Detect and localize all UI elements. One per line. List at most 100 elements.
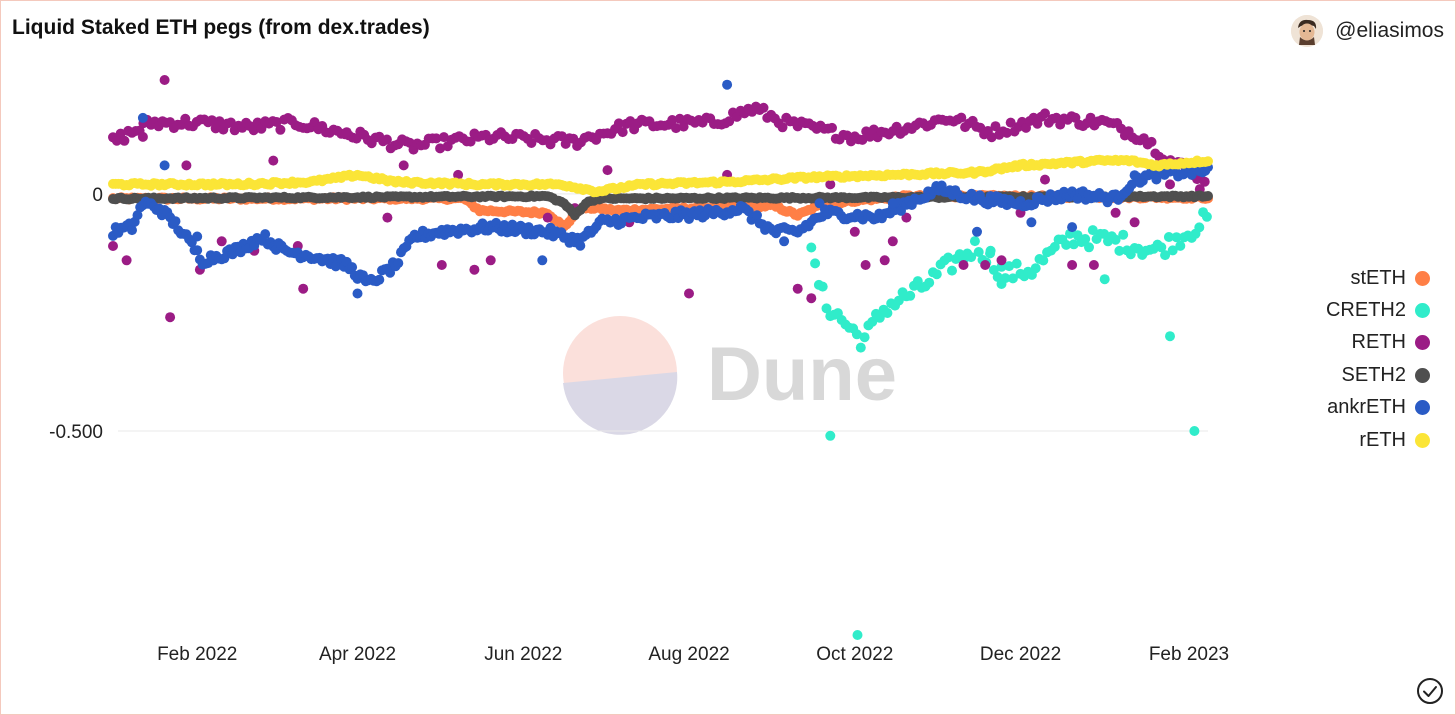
data-point — [465, 136, 476, 147]
data-point — [868, 124, 879, 135]
data-point — [1084, 242, 1094, 253]
data-point — [542, 212, 553, 223]
data-point — [1118, 229, 1129, 240]
data-point — [996, 279, 1007, 289]
data-point — [893, 295, 904, 306]
data-point — [1189, 426, 1200, 436]
data-point — [1030, 263, 1041, 274]
data-point — [1080, 234, 1091, 244]
data-point — [159, 75, 170, 85]
data-point — [435, 143, 446, 154]
data-point — [901, 212, 912, 223]
legend-label: ankrETH — [1327, 396, 1406, 419]
data-point — [352, 288, 363, 299]
series-reth — [108, 154, 1213, 198]
x-tick-label: Dec 2022 — [980, 644, 1061, 665]
data-point — [825, 179, 836, 190]
axis-ticks: 0 -0.500 Feb 2022 Apr 2022 Jun 2022 Aug 2022 O… — [49, 185, 1229, 665]
x-tick-label: Jun 2022 — [484, 644, 562, 665]
data-point — [825, 430, 836, 441]
watermark-text: Dune — [707, 332, 897, 417]
data-point — [165, 312, 176, 323]
author-link[interactable]: @eliasimos — [1291, 14, 1444, 48]
data-point — [1085, 112, 1096, 123]
data-point — [1001, 127, 1012, 138]
legend-swatch — [1415, 400, 1430, 416]
data-point — [879, 255, 890, 266]
data-point — [1201, 211, 1212, 222]
data-point — [625, 116, 636, 127]
legend-label: SETH2 — [1341, 363, 1406, 386]
data-point — [1067, 222, 1078, 233]
avatar[interactable] — [1291, 15, 1324, 47]
data-point — [1061, 239, 1072, 250]
data-point — [453, 169, 464, 180]
data-point — [260, 229, 271, 240]
data-point — [678, 121, 689, 132]
series-creth2 — [806, 207, 1212, 640]
data-point — [137, 112, 148, 123]
data-point — [1005, 117, 1016, 128]
data-point — [827, 122, 837, 133]
data-point — [852, 630, 863, 640]
data-point — [667, 115, 678, 125]
data-point — [810, 258, 821, 269]
legend-item-creth2[interactable]: CRETH2 — [1290, 294, 1430, 326]
data-point — [1040, 108, 1050, 119]
data-point — [1165, 331, 1175, 342]
author-name[interactable]: @eliasimos — [1335, 19, 1444, 42]
legend-item-steth[interactable]: stETH — [1290, 262, 1430, 294]
data-point — [958, 260, 969, 270]
data-point — [1165, 179, 1175, 190]
data-point — [1156, 242, 1167, 253]
legend-item-reth[interactable]: RETH — [1290, 327, 1430, 359]
data-point — [1007, 273, 1018, 284]
data-point — [966, 252, 977, 263]
data-point — [874, 312, 885, 323]
legend-label: RETH — [1351, 331, 1406, 354]
data-point — [256, 123, 267, 134]
x-tick-label: Aug 2022 — [648, 644, 729, 665]
data-point — [674, 113, 685, 124]
legend-item-ankreth[interactable]: ankrETH — [1290, 392, 1430, 424]
data-point — [1126, 179, 1137, 190]
data-point — [214, 116, 225, 127]
data-point — [137, 131, 148, 142]
data-point — [216, 236, 227, 247]
data-point — [1011, 258, 1022, 269]
data-point — [1099, 274, 1110, 285]
data-point — [956, 112, 967, 123]
data-point — [381, 134, 392, 145]
data-point — [268, 155, 279, 166]
data-point — [980, 260, 991, 270]
data-point — [947, 265, 957, 276]
data-point — [526, 138, 537, 148]
data-point — [860, 260, 871, 270]
data-point — [613, 118, 624, 129]
data-point — [1167, 245, 1178, 256]
data-point — [1067, 260, 1078, 270]
data-point — [602, 165, 613, 176]
data-point — [849, 226, 860, 237]
legend-item-seth2[interactable]: SETH2 — [1290, 359, 1430, 391]
data-point — [1038, 255, 1049, 266]
data-point — [722, 79, 733, 90]
legend-swatch — [1415, 367, 1430, 383]
checkmark-icon[interactable] — [1416, 677, 1444, 705]
data-point — [132, 210, 143, 221]
data-point — [851, 329, 862, 340]
data-point — [1068, 239, 1079, 250]
data-point — [1026, 217, 1037, 228]
series-ankreth — [108, 79, 1213, 299]
data-point — [867, 316, 878, 327]
data-point — [1110, 234, 1121, 245]
x-tick-label: Oct 2022 — [816, 644, 893, 665]
legend-item-reth[interactable]: rETH — [1290, 424, 1430, 456]
data-point — [469, 264, 480, 275]
data-point — [537, 255, 548, 266]
data-point — [575, 240, 586, 251]
data-point — [1199, 176, 1210, 187]
data-point — [485, 255, 496, 266]
data-point — [821, 303, 832, 314]
data-point — [758, 102, 769, 113]
